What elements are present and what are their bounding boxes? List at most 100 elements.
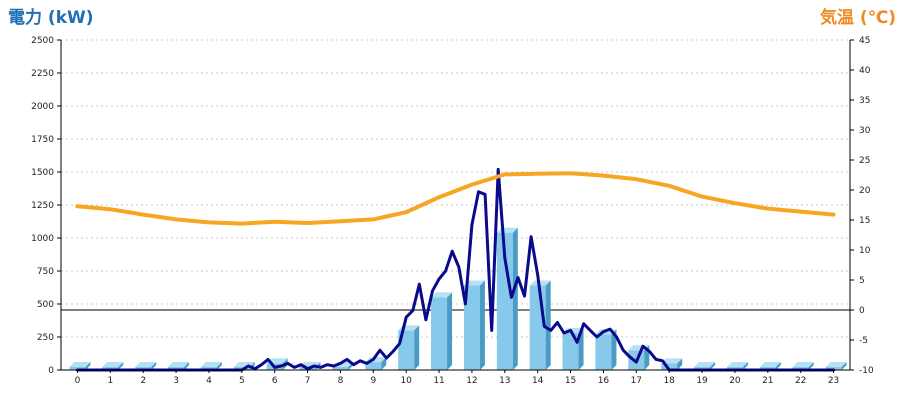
- x-tick-label: 11: [433, 376, 444, 386]
- left-tick-label: 2250: [31, 69, 54, 79]
- bar-top: [168, 362, 190, 367]
- x-tick-label: 8: [338, 376, 344, 386]
- x-tick-label: 17: [631, 376, 642, 386]
- bar-top: [726, 362, 748, 367]
- bar-side: [611, 329, 617, 370]
- x-tick-label: 10: [400, 376, 412, 386]
- bar-top: [431, 292, 453, 298]
- bar-front: [529, 285, 546, 370]
- bar-side: [447, 292, 453, 370]
- left-tick-label: 1250: [31, 201, 54, 211]
- bar: [661, 358, 683, 370]
- bar-side: [414, 325, 420, 370]
- axes: 02505007501000125015001750200022502500-1…: [31, 36, 874, 386]
- bar-side: [841, 362, 847, 370]
- left-tick-label: 500: [37, 300, 54, 310]
- left-tick-label: 1750: [31, 135, 54, 145]
- x-tick-label: 23: [828, 376, 839, 386]
- bar-top: [69, 362, 91, 367]
- bar-front: [562, 333, 579, 370]
- right-tick-label: 20: [859, 186, 871, 196]
- bar-top: [825, 362, 847, 367]
- x-tick-label: 9: [370, 376, 376, 386]
- x-tick-label: 0: [75, 376, 81, 386]
- bar-front: [661, 363, 678, 370]
- x-tick-label: 20: [729, 376, 741, 386]
- bar-side: [184, 362, 190, 370]
- temperature-line: [75, 171, 836, 226]
- right-tick-label: 25: [859, 156, 870, 166]
- bar-side: [381, 357, 387, 370]
- right-tick-label: -10: [859, 366, 874, 376]
- x-tick-label: 19: [696, 376, 708, 386]
- x-tick-label: 2: [140, 376, 146, 386]
- bar-top: [102, 362, 124, 367]
- bar-top: [792, 362, 814, 367]
- left-tick-label: 0: [48, 366, 54, 376]
- right-tick-label: 45: [859, 36, 870, 46]
- left-tick-label: 2000: [31, 102, 54, 112]
- bar-front: [463, 285, 480, 370]
- left-axis-title: 電力 (kW): [8, 7, 94, 28]
- bar-side: [677, 358, 683, 370]
- bar: [463, 280, 485, 370]
- left-tick-label: 1500: [31, 168, 54, 178]
- right-axis-title: 気温 (℃): [819, 7, 896, 28]
- bar-front: [496, 232, 513, 370]
- bar-top: [135, 362, 157, 367]
- power-line: [75, 167, 836, 372]
- x-tick-label: 6: [272, 376, 278, 386]
- gridlines: [61, 39, 850, 338]
- x-tick-label: 1: [107, 376, 113, 386]
- bar-side: [742, 362, 748, 370]
- bar-front: [595, 334, 612, 370]
- right-tick-label: 40: [859, 66, 871, 76]
- right-tick-label: 0: [859, 306, 865, 316]
- left-tick-label: 1000: [31, 234, 54, 244]
- bar-top: [661, 358, 683, 364]
- x-tick-label: 16: [598, 376, 610, 386]
- bar-front: [365, 362, 382, 370]
- bar-side: [710, 362, 716, 370]
- left-tick-label: 750: [37, 267, 54, 277]
- left-tick-label: 250: [37, 333, 54, 343]
- right-tick-label: -5: [859, 336, 868, 346]
- bar-top: [759, 362, 781, 367]
- x-tick-label: 5: [239, 376, 245, 386]
- bar-side: [216, 362, 222, 370]
- line-series: [75, 167, 836, 372]
- x-tick-label: 7: [305, 376, 311, 386]
- bar-front: [332, 367, 349, 370]
- bar-side: [151, 362, 157, 370]
- x-tick-label: 14: [532, 376, 544, 386]
- bar: [496, 227, 518, 370]
- bar-top: [200, 362, 222, 367]
- bar-side: [85, 362, 91, 370]
- bar-side: [808, 362, 814, 370]
- x-tick-label: 18: [663, 376, 675, 386]
- bar-side: [118, 362, 124, 370]
- bar: [595, 329, 617, 370]
- x-tick-label: 12: [466, 376, 477, 386]
- right-tick-label: 35: [859, 96, 870, 106]
- x-tick-label: 3: [173, 376, 179, 386]
- bar-series: [69, 227, 847, 370]
- bar-side: [545, 280, 551, 370]
- right-tick-label: 10: [859, 246, 871, 256]
- x-tick-label: 13: [499, 376, 510, 386]
- bar-side: [479, 280, 485, 370]
- bar-top: [694, 362, 716, 367]
- left-tick-label: 2500: [31, 36, 54, 46]
- right-tick-label: 5: [859, 276, 865, 286]
- bar-front: [398, 330, 415, 370]
- bar: [431, 292, 453, 370]
- bar-side: [775, 362, 781, 370]
- right-tick-label: 30: [859, 126, 871, 136]
- x-tick-label: 4: [206, 376, 212, 386]
- x-tick-label: 22: [795, 376, 806, 386]
- x-tick-label: 15: [565, 376, 576, 386]
- bar-front: [431, 297, 448, 370]
- x-tick-label: 21: [762, 376, 773, 386]
- bar-top: [463, 280, 485, 286]
